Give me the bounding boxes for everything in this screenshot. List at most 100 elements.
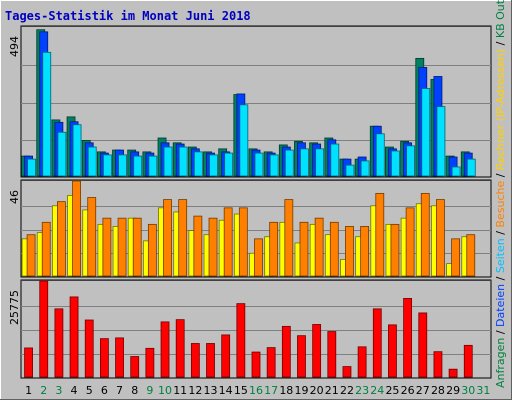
legend-part-9: / — [494, 38, 507, 49]
bar-kbytes-kb-f-day-1 — [24, 347, 33, 378]
legend-part-0: Anfragen — [494, 338, 507, 388]
panel-kbytes: 25775 — [8, 279, 492, 379]
bar-kbytes-kb-f-day-4 — [69, 296, 79, 378]
bar-visits-besuche-day-15 — [238, 207, 248, 277]
bar-kbytes-kb-f-day-18 — [281, 325, 291, 378]
bar-kbytes-kb-f-day-8 — [130, 356, 140, 378]
bar-visits-besuche-day-22 — [345, 226, 354, 277]
bar-visits-besuche-day-26 — [405, 207, 415, 277]
bar-hits-seiten-day-20 — [315, 148, 325, 177]
x-tick-label-day-8: 8 — [131, 384, 138, 397]
bar-hits-seiten-day-5 — [87, 146, 97, 177]
bar-kbytes-kb-f-day-12 — [190, 343, 200, 378]
legend-part-2: Dateien — [494, 284, 507, 327]
bar-hits-seiten-day-21 — [330, 143, 340, 177]
bar-kbytes-kb-f-day-25 — [388, 324, 397, 378]
x-tick-label-day-9: 9 — [146, 384, 153, 397]
x-tick-label-day-7: 7 — [116, 384, 123, 397]
bar-visits-besuche-day-28 — [436, 199, 445, 277]
bar-visits-besuche-day-29 — [451, 238, 461, 277]
bar-kbytes-kb-f-day-30 — [463, 344, 473, 378]
bar-visits-besuche-day-4 — [72, 180, 81, 277]
bar-visits-besuche-day-18 — [284, 199, 294, 277]
bar-kbytes-kb-f-day-19 — [297, 335, 306, 378]
bar-visits-besuche-day-8 — [132, 217, 142, 277]
bar-kbytes-kb-f-day-5 — [84, 319, 94, 378]
bar-hits-seiten-day-15 — [239, 104, 249, 177]
bar-visits-besuche-day-2 — [41, 221, 51, 277]
legend-part-4: Seiten — [494, 238, 507, 273]
legend-part-10: KB Out — [494, 0, 507, 38]
bar-hits-seiten-day-28 — [436, 106, 446, 177]
bar-visits-besuche-day-24 — [375, 192, 385, 277]
bar-kbytes-kb-f-day-3 — [54, 308, 64, 378]
x-tick-label-day-5: 5 — [86, 384, 93, 397]
bar-kbytes-kb-f-day-16 — [251, 351, 261, 378]
x-tick-label-day-20: 20 — [310, 384, 324, 397]
x-tick-label-day-15: 15 — [234, 384, 248, 397]
panel-hits: 494 — [8, 25, 492, 178]
bar-visits-besuche-day-11 — [178, 199, 188, 277]
bar-visits-besuche-day-23 — [360, 226, 370, 277]
panel-kbytes-ymax-label: 25775 — [8, 290, 21, 325]
bar-visits-besuche-day-20 — [314, 217, 324, 277]
bar-hits-seiten-day-12 — [193, 151, 203, 177]
bar-hits-seiten-day-16 — [254, 152, 264, 177]
x-tick-label-day-10: 10 — [158, 384, 172, 397]
legend-part-5: / — [494, 228, 507, 239]
x-tick-label-day-24: 24 — [370, 384, 384, 397]
x-tick-label-day-27: 27 — [416, 384, 430, 397]
x-tick-label-day-16: 16 — [249, 384, 263, 397]
bar-kbytes-kb-f-day-23 — [357, 346, 367, 378]
x-tick-label-day-21: 21 — [325, 384, 339, 397]
panel-hits-ymax-label: 494 — [8, 36, 21, 57]
x-tick-label-day-22: 22 — [340, 384, 354, 397]
bar-hits-seiten-day-8 — [133, 155, 143, 177]
bar-visits-besuche-day-16 — [254, 238, 263, 277]
x-tick-label-day-12: 12 — [188, 384, 202, 397]
bar-hits-seiten-day-2 — [42, 51, 52, 177]
bar-kbytes-kb-f-day-29 — [448, 368, 458, 378]
bar-hits-seiten-day-7 — [118, 154, 127, 177]
chart-title: Tages-Statistik im Monat Juni 2018 — [5, 9, 251, 23]
x-tick-label-day-4: 4 — [71, 384, 78, 397]
bar-visits-besuche-day-27 — [420, 192, 430, 277]
bar-visits-besuche-day-5 — [87, 197, 97, 277]
x-tick-label-day-13: 13 — [204, 384, 218, 397]
bar-visits-besuche-day-1 — [26, 234, 36, 277]
bar-kbytes-kb-f-day-27 — [418, 312, 428, 378]
bar-visits-besuche-day-19 — [299, 221, 309, 277]
bar-hits-seiten-day-9 — [148, 155, 158, 177]
x-tick-label-day-31: 31 — [476, 384, 490, 397]
bar-kbytes-kb-f-day-21 — [327, 331, 337, 378]
bar-visits-besuche-day-6 — [102, 217, 112, 277]
x-tick-label-day-1: 1 — [25, 384, 32, 397]
bar-hits-seiten-day-11 — [178, 146, 188, 177]
bar-kbytes-kb-f-day-9 — [145, 347, 155, 378]
bar-kbytes-kb-f-day-2 — [39, 280, 49, 378]
bar-hits-seiten-day-24 — [375, 133, 385, 177]
bar-kbytes-kb-f-day-22 — [342, 366, 352, 378]
bar-hits-seiten-day-3 — [57, 131, 67, 177]
panel-visits-ymax-label: 46 — [8, 190, 21, 204]
x-tick-label-day-29: 29 — [446, 384, 460, 397]
x-tick-label-day-18: 18 — [279, 384, 293, 397]
bar-hits-seiten-day-4 — [72, 124, 82, 177]
legend-part-7: / — [494, 170, 507, 181]
panel-visits: 46 — [8, 179, 492, 278]
bar-hits-seiten-day-13 — [209, 154, 218, 177]
x-tick-label-day-6: 6 — [101, 384, 108, 397]
bar-visits-besuche-day-13 — [208, 217, 218, 277]
bar-kbytes-kb-f-day-14 — [221, 334, 231, 378]
bar-visits-besuche-day-17 — [269, 221, 279, 277]
bar-kbytes-kb-f-day-28 — [433, 351, 443, 378]
bar-hits-seiten-day-29 — [451, 166, 461, 177]
bar-hits-seiten-day-19 — [300, 148, 309, 177]
legend-right: Anfragen / Dateien / Seiten / Besuche / … — [494, 0, 507, 388]
bar-kbytes-kb-f-day-11 — [175, 319, 185, 378]
bar-hits-seiten-day-26 — [406, 145, 416, 177]
x-tick-label-day-25: 25 — [385, 384, 399, 397]
bar-visits-besuche-day-21 — [329, 221, 339, 277]
